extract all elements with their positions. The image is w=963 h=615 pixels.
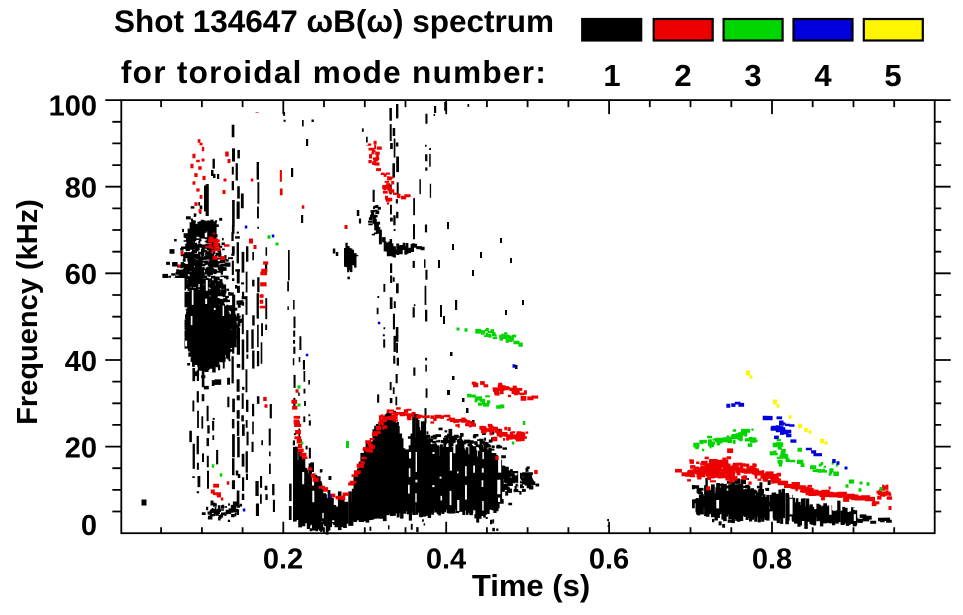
- svg-text:2: 2: [674, 58, 691, 93]
- svg-text:100: 100: [49, 90, 97, 122]
- svg-text:60: 60: [65, 259, 97, 291]
- svg-text:0.8: 0.8: [752, 544, 792, 576]
- svg-text:Shot 134647 ωB(ω) spectrum: Shot 134647 ωB(ω) spectrum: [114, 3, 554, 39]
- svg-text:4: 4: [814, 58, 832, 93]
- svg-text:3: 3: [744, 58, 761, 93]
- svg-text:0: 0: [81, 510, 97, 542]
- svg-text:0.6: 0.6: [589, 544, 629, 576]
- svg-text:20: 20: [65, 432, 97, 464]
- svg-text:for toroidal mode number:: for toroidal mode number:: [121, 54, 547, 90]
- svg-text:1: 1: [603, 58, 620, 93]
- svg-text:40: 40: [65, 346, 97, 378]
- svg-text:0.4: 0.4: [426, 544, 466, 576]
- svg-text:Frequency (kHz): Frequency (kHz): [12, 199, 44, 425]
- svg-text:5: 5: [884, 58, 901, 93]
- svg-text:80: 80: [65, 173, 97, 205]
- svg-text:0.2: 0.2: [263, 544, 303, 576]
- svg-text:Time (s): Time (s): [472, 568, 590, 603]
